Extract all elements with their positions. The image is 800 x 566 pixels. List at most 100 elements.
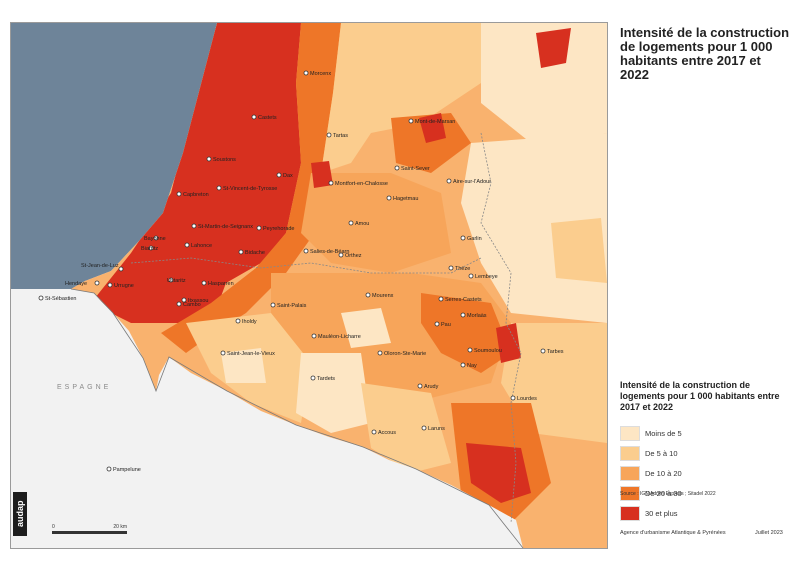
- city-marker[interactable]: Castets: [251, 114, 277, 121]
- city-dot: [377, 350, 383, 356]
- zone-pau: [421, 293, 511, 373]
- city-marker[interactable]: Ustaritz: [167, 277, 186, 284]
- zone-light-patch-2: [221, 348, 266, 383]
- city-dot: [540, 348, 546, 354]
- city-marker[interactable]: Bidache: [238, 249, 265, 256]
- city-marker[interactable]: Urrugne: [107, 282, 134, 289]
- city-marker[interactable]: Capbreton: [176, 191, 209, 198]
- city-label: Thèze: [455, 266, 470, 272]
- city-marker[interactable]: Itxassou: [181, 297, 208, 304]
- city-marker[interactable]: Arudy: [417, 383, 439, 390]
- city-label: Arudy: [424, 384, 439, 390]
- city-marker[interactable]: Oloron-Ste-Marie: [377, 350, 426, 357]
- city-marker[interactable]: Pampelune: [106, 466, 141, 473]
- city-marker[interactable]: Thèze: [448, 265, 470, 272]
- legend-label: De 20 à 30: [645, 489, 682, 498]
- city-dot: [434, 321, 440, 327]
- city-marker[interactable]: Lahonce: [184, 242, 212, 249]
- city-marker[interactable]: Biarritz: [141, 245, 158, 252]
- city-dot: [394, 165, 400, 171]
- city-dot: [238, 249, 244, 255]
- city-dot: [276, 172, 282, 178]
- map-title: Intensité de la construction de logement…: [620, 25, 790, 82]
- city-label: Pau: [441, 322, 451, 328]
- city-label: Biarritz: [141, 246, 158, 252]
- city-marker[interactable]: Hendaye: [65, 280, 100, 287]
- city-label: Lembeye: [475, 274, 498, 280]
- city-marker[interactable]: Tardets: [310, 375, 335, 382]
- city-marker[interactable]: Orthez: [338, 252, 362, 259]
- city-marker[interactable]: Montfort-en-Chalosse: [328, 180, 388, 187]
- city-marker[interactable]: Lembeye: [468, 273, 498, 280]
- city-label: Hagetmau: [393, 196, 418, 202]
- city-label: Morcenx: [310, 71, 331, 77]
- city-marker[interactable]: Aire-sur-l'Adour: [446, 178, 491, 185]
- city-dot: [256, 225, 262, 231]
- city-marker[interactable]: Peyrehorade: [256, 225, 295, 232]
- city-marker[interactable]: Cambo: [176, 301, 201, 308]
- city-marker[interactable]: Hasparren: [201, 280, 234, 287]
- city-label: Garlin: [467, 236, 482, 242]
- city-dot: [468, 273, 474, 279]
- city-marker[interactable]: St-Sébastien: [38, 295, 77, 302]
- city-marker[interactable]: Pau: [434, 321, 451, 328]
- city-marker[interactable]: Mauléon-Licharre: [311, 333, 361, 340]
- city-marker[interactable]: Morcenx: [303, 70, 331, 77]
- city-marker[interactable]: Accous: [371, 429, 396, 436]
- city-marker[interactable]: St-Martin-de-Seignanx: [191, 223, 253, 230]
- city-marker[interactable]: Laruns: [421, 425, 445, 432]
- zone-landes-light: [321, 23, 481, 173]
- city-dot: [510, 395, 516, 401]
- city-marker[interactable]: Mont-de-Marsan: [408, 118, 455, 125]
- city-marker[interactable]: St-Vincent-de-Tyrosse: [216, 185, 277, 192]
- city-label: Tardets: [317, 376, 335, 382]
- city-marker[interactable]: Soustons: [206, 156, 236, 163]
- city-label: Morlaàs: [467, 313, 487, 319]
- city-marker[interactable]: Salies-de-Béarn: [303, 248, 349, 255]
- city-marker[interactable]: Bayonne: [144, 235, 166, 242]
- city-marker[interactable]: Serres-Castets: [438, 296, 482, 303]
- city-marker[interactable]: Amou: [348, 220, 369, 227]
- city-dot: [467, 347, 473, 353]
- zone-soumoulou: [496, 323, 521, 363]
- city-label: Aire-sur-l'Adour: [453, 179, 491, 185]
- city-marker[interactable]: Mourenx: [365, 292, 394, 299]
- city-label: Lourdes: [517, 396, 537, 402]
- city-marker[interactable]: Soumoulou: [467, 347, 502, 354]
- legend-swatch: [620, 506, 640, 521]
- city-marker[interactable]: Saint-Jean-le-Vieux: [220, 350, 275, 357]
- city-marker[interactable]: St-Jean-de-Luz: [81, 263, 124, 272]
- city-dot: [310, 375, 316, 381]
- city-label: Hendaye: [65, 281, 87, 287]
- city-marker[interactable]: Lourdes: [510, 395, 537, 402]
- city-label: Salies-de-Béarn: [310, 249, 349, 255]
- country-label-spain: ESPAGNE: [57, 384, 111, 391]
- choropleth-map[interactable]: Morcenx Castets Tartas Mont-de-Marsan Sousto…: [10, 22, 608, 549]
- city-marker[interactable]: Saint-Palais: [270, 302, 307, 309]
- city-marker[interactable]: Tarbes: [540, 348, 564, 355]
- city-marker[interactable]: Iholdy: [235, 318, 257, 325]
- city-dot: [408, 118, 414, 124]
- source-note: Source : IGN Admin Express ; Sitadel 202…: [620, 491, 716, 497]
- city-dot: [348, 220, 354, 226]
- city-label: Saint-Sever: [401, 166, 430, 172]
- city-dot: [181, 297, 187, 303]
- city-label: Nay: [467, 363, 477, 369]
- city-dot: [328, 180, 334, 186]
- city-marker[interactable]: Nay: [460, 362, 477, 369]
- city-dot: [251, 114, 257, 120]
- city-label: St-Vincent-de-Tyrosse: [223, 186, 277, 192]
- city-marker[interactable]: Tartas: [326, 132, 348, 139]
- city-marker[interactable]: Garlin: [460, 235, 482, 242]
- city-marker[interactable]: Dax: [276, 172, 293, 179]
- city-dot: [270, 302, 276, 308]
- scale-line: [52, 531, 127, 534]
- city-label: Oloron-Ste-Marie: [384, 351, 426, 357]
- legend-title: Intensité de la construction de logement…: [620, 380, 780, 412]
- city-marker[interactable]: Morlaàs: [460, 312, 487, 319]
- legend-label: Moins de 5: [645, 429, 682, 438]
- legend-item: De 10 à 20: [620, 465, 795, 482]
- city-label: Castets: [258, 115, 277, 121]
- city-marker[interactable]: Saint-Sever: [394, 165, 430, 172]
- city-marker[interactable]: Hagetmau: [386, 195, 418, 202]
